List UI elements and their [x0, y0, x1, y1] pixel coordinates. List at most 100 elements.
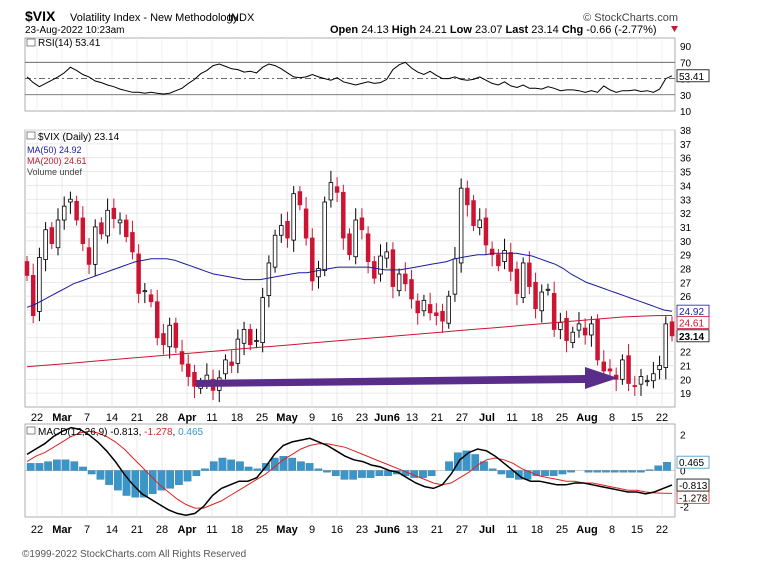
- macd-histogram-bar: [628, 470, 636, 473]
- price-legend-box: [26, 131, 36, 140]
- macd-value-label: -1.278: [679, 493, 708, 504]
- candle-body: [465, 187, 470, 206]
- candle-body: [322, 201, 327, 271]
- macd-value-box: [676, 455, 710, 469]
- high-value: 24.21: [419, 24, 447, 36]
- rsi-legend-box: [26, 38, 36, 47]
- candle-body: [576, 323, 582, 331]
- macd-histogram-bar: [227, 459, 236, 471]
- low-value: 23.07: [475, 24, 503, 36]
- candle-body: [440, 311, 445, 322]
- candle-body: [49, 227, 55, 244]
- macd-title-value: -0.813: [110, 427, 139, 438]
- candle-body: [651, 373, 656, 382]
- macd-histogram-bar: [87, 470, 96, 475]
- x-tick-label: Jul: [479, 524, 495, 536]
- price-y-tick: 34: [680, 181, 692, 192]
- macd-histogram-bar: [366, 470, 375, 478]
- candle-body: [663, 323, 669, 368]
- x-tick-label: 22: [656, 412, 668, 424]
- candle-body: [334, 186, 340, 193]
- macd-histogram-bar: [218, 457, 227, 471]
- price-layer: [24, 170, 675, 403]
- candle-body: [92, 226, 98, 265]
- last-label: Last: [506, 24, 529, 36]
- x-tick-label: 25: [556, 412, 568, 424]
- candle-body: [415, 300, 420, 314]
- candle-body: [179, 351, 185, 365]
- macd-histogram-bar: [506, 470, 514, 478]
- macd-histogram-bar: [445, 461, 453, 471]
- x-tick-label: 18: [531, 524, 543, 536]
- candle-body: [657, 365, 662, 371]
- x-tick-label: Apr: [178, 412, 198, 424]
- candle-body: [310, 237, 315, 282]
- candle-body: [260, 297, 265, 343]
- candle-body: [248, 329, 253, 346]
- open-label: Open: [330, 24, 358, 36]
- candle-body: [229, 361, 234, 366]
- macd-histogram-bar: [358, 470, 366, 478]
- candle-body: [527, 262, 532, 287]
- candle-body: [105, 209, 110, 237]
- candle-body: [303, 208, 309, 239]
- rsi-y-tick: 90: [680, 42, 692, 53]
- candle-body: [241, 329, 247, 344]
- grid-layer: [25, 38, 675, 517]
- candle-body: [142, 290, 148, 293]
- macd-histogram-bar: [584, 470, 593, 473]
- x-tick-label: 22: [656, 524, 668, 536]
- low-label: Low: [450, 24, 472, 36]
- price-value-label: 23.14: [679, 332, 704, 343]
- x-tick-label: 28: [156, 412, 168, 424]
- candle-body: [117, 219, 123, 224]
- x-tick-label: 23: [356, 524, 368, 536]
- candle-body: [582, 327, 588, 336]
- macd-value-label: 0.465: [679, 458, 704, 469]
- candle-body: [316, 268, 321, 278]
- chg-label: Chg: [562, 24, 583, 36]
- candle-body: [186, 363, 191, 377]
- candle-body: [24, 261, 30, 276]
- candle-body: [378, 255, 383, 275]
- macd-histogram-bar: [201, 468, 209, 471]
- macd-histogram-bar: [602, 470, 610, 473]
- macd-value-label: -0.813: [679, 481, 708, 492]
- x-tick-label: 25: [256, 524, 268, 536]
- rsi-value-box: [676, 69, 710, 83]
- chg-down-icon: [671, 26, 678, 32]
- macd-histogram-bar: [79, 466, 87, 471]
- x-tick-label: 11: [206, 524, 217, 536]
- macd-histogram-bar: [427, 470, 436, 477]
- candle-body: [123, 219, 129, 238]
- price-y-tick: 26: [680, 292, 692, 303]
- candle-body: [427, 304, 433, 314]
- candle-body: [154, 301, 160, 339]
- candle-body: [111, 207, 117, 220]
- macd-y-tick: -2: [680, 502, 689, 513]
- macd-histogram-bar: [175, 470, 183, 485]
- x-tick-label: 18: [231, 524, 243, 536]
- x-tick-label: Mar: [52, 524, 72, 536]
- x-tick-label: May: [276, 524, 298, 536]
- candle-body: [471, 200, 476, 226]
- brand-label[interactable]: © StockCharts.com: [583, 12, 678, 24]
- datetime-label: 23-Aug-2022 10:23am: [25, 25, 125, 36]
- macd-title-signal: -1.278: [144, 427, 173, 438]
- candle-body: [632, 385, 638, 387]
- macd-histogram-bar: [279, 456, 288, 471]
- candle-body: [508, 252, 513, 272]
- x-tick-label: 9: [309, 524, 315, 536]
- exchange-label: INDX: [228, 12, 255, 24]
- macd-histogram-bar: [61, 459, 70, 471]
- x-tick-label: Mar: [52, 412, 72, 424]
- ma200-line: [26, 315, 673, 368]
- ohlc-readout: Open 24.13 High 24.21 Low 23.07 Last 23.…: [330, 24, 657, 36]
- macd-histogram-bar: [610, 470, 619, 473]
- x-tick-label: 7: [84, 524, 90, 536]
- candle-body: [384, 251, 389, 259]
- index-name: Volatility Index - New Methodology: [70, 12, 239, 24]
- x-tick-label: 22: [31, 412, 43, 424]
- macd-histogram-bar: [593, 470, 602, 473]
